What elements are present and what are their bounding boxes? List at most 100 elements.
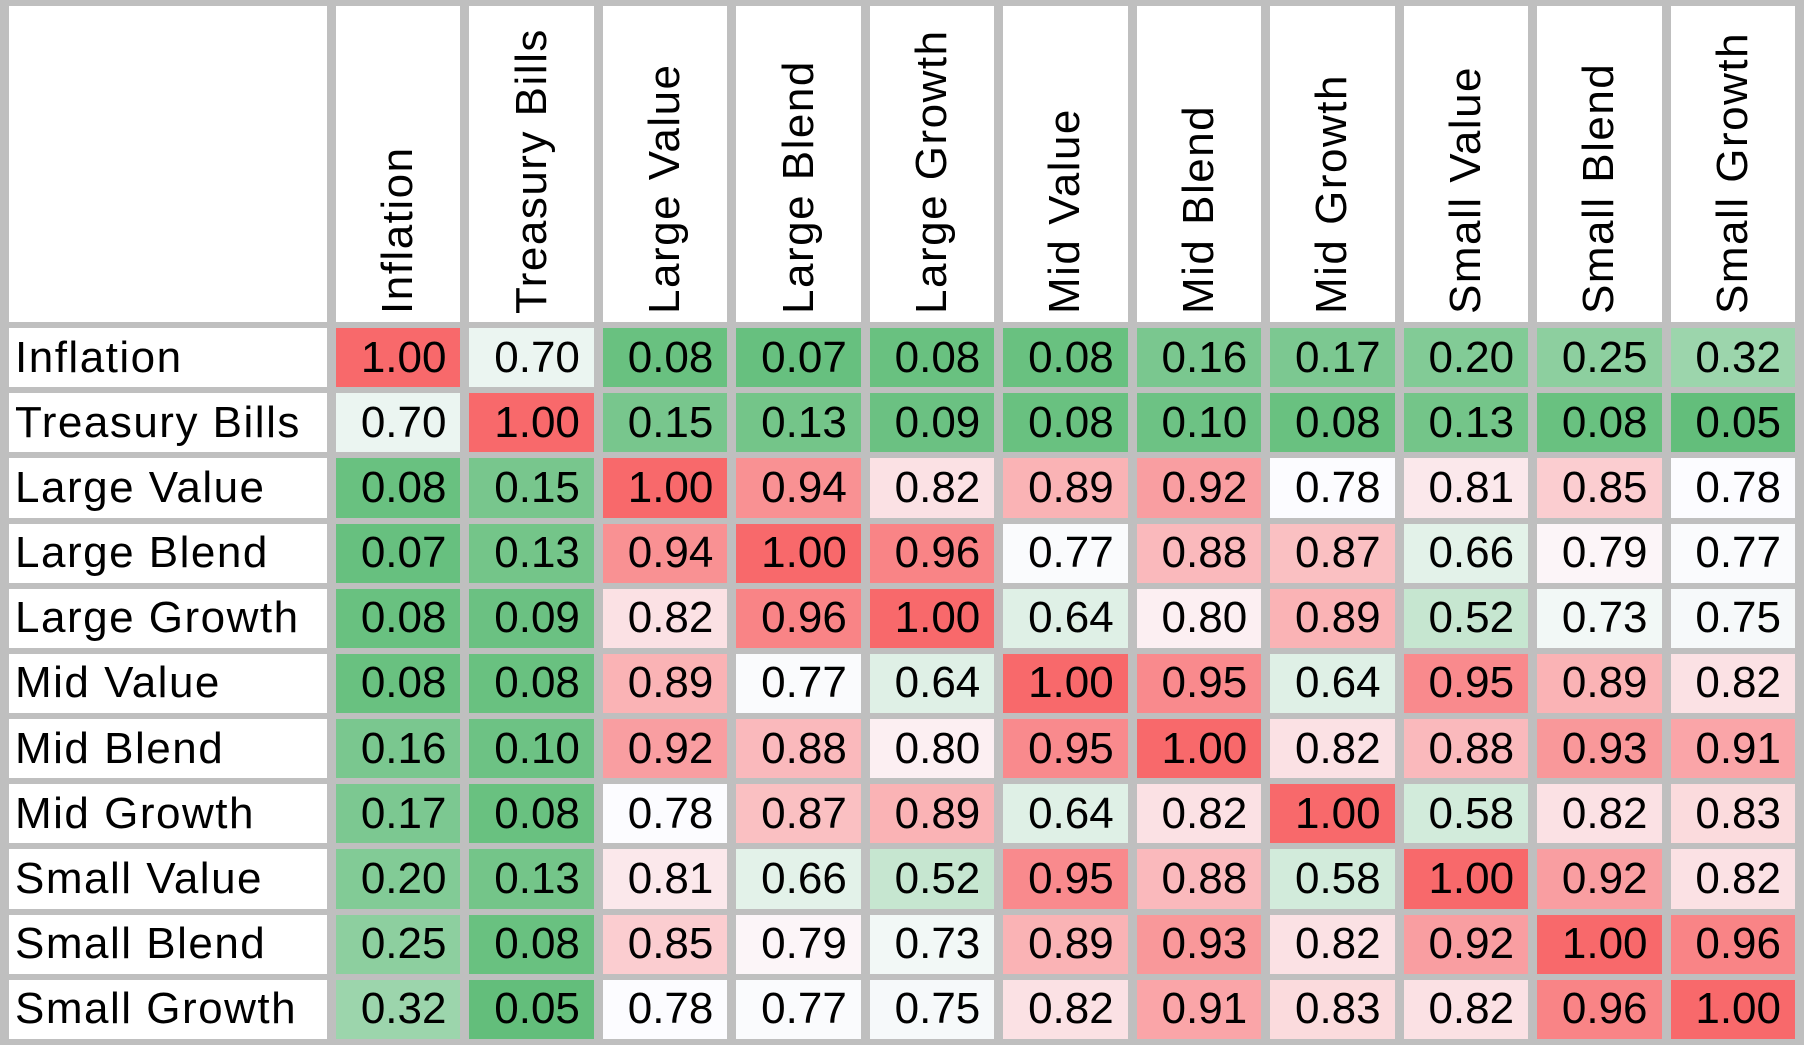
row-label: Small Growth xyxy=(9,979,327,1039)
column-header-mid-blend: Mid Blend xyxy=(1136,6,1262,322)
matrix-cell: 0.77 xyxy=(1670,523,1795,583)
matrix-cell: 0.92 xyxy=(1136,458,1262,518)
matrix-cell: 0.91 xyxy=(1136,979,1262,1039)
matrix-cell: 0.13 xyxy=(469,849,594,909)
matrix-cell: 0.82 xyxy=(1670,653,1795,714)
matrix-cell: 0.10 xyxy=(1136,393,1262,453)
matrix-cell: 0.64 xyxy=(1270,653,1395,714)
column-header-label: Small Blend xyxy=(1574,62,1624,314)
matrix-cell: 0.87 xyxy=(1270,523,1395,583)
row-label: Mid Blend xyxy=(9,719,327,779)
matrix-cell: 0.95 xyxy=(1003,719,1128,779)
matrix-cell: 0.70 xyxy=(336,393,461,453)
matrix-cell: 0.77 xyxy=(736,979,861,1039)
matrix-cell: 0.20 xyxy=(336,849,461,909)
matrix-cell: 0.25 xyxy=(1537,328,1662,388)
matrix-cell: 0.25 xyxy=(336,914,461,974)
matrix-cell: 0.78 xyxy=(602,979,728,1039)
matrix-cell: 0.80 xyxy=(869,719,995,779)
matrix-cell: 0.08 xyxy=(1537,393,1662,453)
matrix-cell: 0.95 xyxy=(1403,653,1529,714)
matrix-cell: 0.94 xyxy=(736,458,861,518)
column-header-large-value: Large Value xyxy=(602,6,728,322)
row-label: Small Value xyxy=(9,849,327,909)
matrix-cell: 0.08 xyxy=(1003,393,1128,453)
matrix-cell: 0.64 xyxy=(1003,588,1128,648)
matrix-cell: 1.00 xyxy=(469,393,594,453)
matrix-cell: 0.80 xyxy=(1136,588,1262,648)
matrix-cell: 0.78 xyxy=(1670,458,1795,518)
matrix-cell: 0.08 xyxy=(336,458,461,518)
matrix-cell: 0.08 xyxy=(336,588,461,648)
matrix-cell: 0.82 xyxy=(1270,719,1395,779)
matrix-cell: 0.20 xyxy=(1403,328,1529,388)
row-label: Mid Growth xyxy=(9,784,327,844)
matrix-row-treasury-bills: Treasury Bills 0.70 1.00 0.15 0.13 0.09 0.08 0.… xyxy=(9,393,1795,453)
matrix-cell: 0.83 xyxy=(1670,784,1795,844)
matrix-cell: 0.08 xyxy=(602,328,728,388)
column-header-label: Mid Growth xyxy=(1307,74,1357,314)
matrix-cell: 0.08 xyxy=(1003,328,1128,388)
matrix-cell: 0.96 xyxy=(1537,979,1662,1039)
matrix-row-inflation: Inflation 1.00 0.70 0.08 0.07 0.08 0.08 0.16 0.1… xyxy=(9,328,1795,388)
column-header-row: Inflation Treasury Bills Large Value Large … xyxy=(9,6,1795,322)
matrix-cell: 0.13 xyxy=(469,523,594,583)
matrix-cell: 0.17 xyxy=(336,784,461,844)
matrix-cell: 0.05 xyxy=(1670,393,1795,453)
matrix-cell: 0.82 xyxy=(602,588,728,648)
matrix-cell: 0.15 xyxy=(602,393,728,453)
matrix-cell: 0.09 xyxy=(869,393,995,453)
matrix-cell: 0.92 xyxy=(1537,849,1662,909)
matrix-cell: 1.00 xyxy=(869,588,995,648)
matrix-cell: 0.77 xyxy=(736,653,861,714)
matrix-cell: 0.81 xyxy=(1403,458,1529,518)
matrix-cell: 0.73 xyxy=(1537,588,1662,648)
matrix-row-small-blend: Small Blend 0.25 0.08 0.85 0.79 0.73 0.89 0.93 0… xyxy=(9,914,1795,974)
matrix-cell: 1.00 xyxy=(1270,784,1395,844)
column-header-small-growth: Small Growth xyxy=(1670,6,1795,322)
matrix-cell: 0.82 xyxy=(1537,784,1662,844)
column-header-treasury-bills: Treasury Bills xyxy=(469,6,594,322)
matrix-cell: 0.08 xyxy=(1270,393,1395,453)
matrix-cell: 0.77 xyxy=(1003,523,1128,583)
matrix-cell: 0.96 xyxy=(869,523,995,583)
column-header-small-value: Small Value xyxy=(1403,6,1529,322)
matrix-cell: 0.95 xyxy=(1136,653,1262,714)
row-label: Large Value xyxy=(9,458,327,518)
matrix-cell: 0.89 xyxy=(1003,914,1128,974)
matrix-cell: 0.89 xyxy=(602,653,728,714)
matrix-row-small-value: Small Value 0.20 0.13 0.81 0.66 0.52 0.95 0.88 0… xyxy=(9,849,1795,909)
matrix-cell: 0.16 xyxy=(336,719,461,779)
matrix-cell: 0.82 xyxy=(1670,849,1795,909)
matrix-cell: 0.82 xyxy=(1403,979,1529,1039)
matrix-cell: 1.00 xyxy=(1403,849,1529,909)
matrix-body: Inflation 1.00 0.70 0.08 0.07 0.08 0.08 0.16 0.1… xyxy=(9,328,1795,1039)
matrix-cell: 0.70 xyxy=(469,328,594,388)
matrix-cell: 0.95 xyxy=(1003,849,1128,909)
matrix-cell: 0.87 xyxy=(736,784,861,844)
column-header-large-blend: Large Blend xyxy=(736,6,861,322)
row-label: Inflation xyxy=(9,328,327,388)
column-header-label: Small Growth xyxy=(1707,31,1757,314)
matrix-cell: 0.88 xyxy=(1136,849,1262,909)
matrix-row-mid-value: Mid Value 0.08 0.08 0.89 0.77 0.64 1.00 0.95 0.6… xyxy=(9,653,1795,714)
column-header-mid-value: Mid Value xyxy=(1003,6,1128,322)
matrix-cell: 0.75 xyxy=(869,979,995,1039)
matrix-cell: 0.88 xyxy=(736,719,861,779)
matrix-cell: 0.96 xyxy=(736,588,861,648)
matrix-cell: 0.88 xyxy=(1136,523,1262,583)
matrix-cell: 0.78 xyxy=(602,784,728,844)
row-label: Treasury Bills xyxy=(9,393,327,453)
matrix-cell: 0.79 xyxy=(736,914,861,974)
matrix-cell: 0.52 xyxy=(869,849,995,909)
row-label: Mid Value xyxy=(9,653,327,714)
matrix-cell: 0.82 xyxy=(1270,914,1395,974)
matrix-cell: 0.66 xyxy=(736,849,861,909)
matrix-cell: 0.82 xyxy=(869,458,995,518)
column-header-label: Large Value xyxy=(640,63,690,314)
matrix-cell: 0.32 xyxy=(336,979,461,1039)
matrix-row-large-value: Large Value 0.08 0.15 1.00 0.94 0.82 0.89 0.92 0… xyxy=(9,458,1795,518)
matrix-cell: 0.89 xyxy=(869,784,995,844)
matrix-cell: 0.05 xyxy=(469,979,594,1039)
